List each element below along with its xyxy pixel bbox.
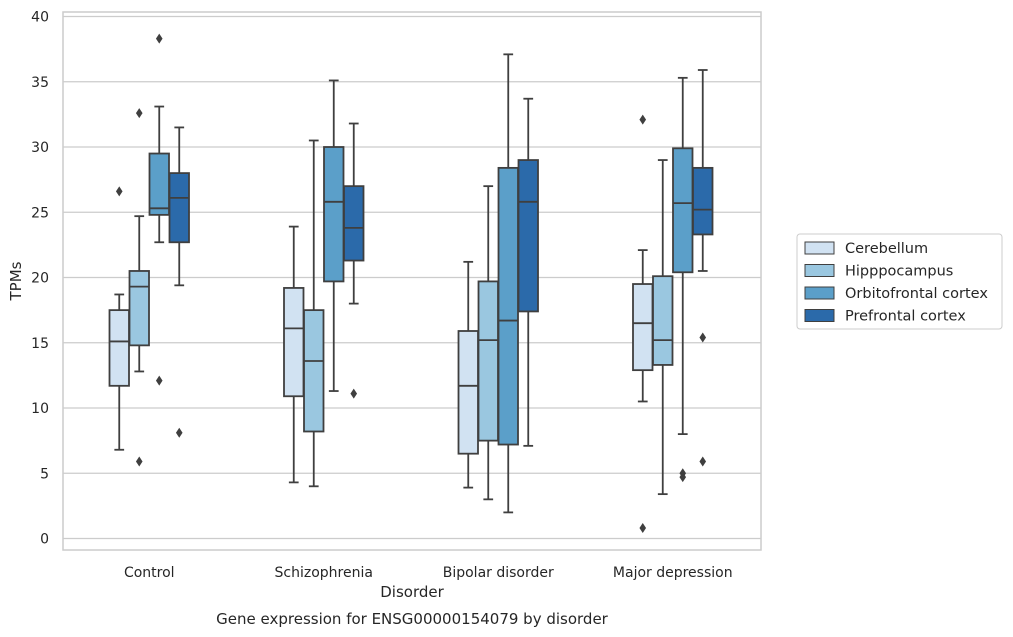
plot-area-frame <box>62 11 762 551</box>
outlier-point <box>175 427 183 438</box>
y-tick-label: 20 <box>31 271 49 287</box>
y-tick-label: 35 <box>31 75 49 91</box>
legend-label: Prefrontal cortex <box>845 309 966 325</box>
outlier-point <box>155 375 163 386</box>
outlier-point <box>699 332 707 343</box>
y-tick-label: 15 <box>31 336 49 352</box>
box-hipppocampus <box>477 185 499 501</box>
legend-swatch <box>804 264 835 277</box>
x-tick-labels: Control Schizophrenia Bipolar disorder Majo… <box>124 565 733 581</box>
box-prefrontal-cortex <box>168 126 190 438</box>
box-iqr <box>497 166 519 446</box>
outlier-point <box>639 114 647 125</box>
outlier-point <box>699 456 707 467</box>
y-tick-label: 10 <box>31 401 49 417</box>
outlier-point <box>135 456 143 467</box>
legend-label: Cerebellum <box>845 241 928 257</box>
box-iqr <box>692 166 714 236</box>
y-tick-label: 25 <box>31 205 49 221</box>
box-cerebellum <box>632 114 654 534</box>
box-orbitofrontal-cortex <box>148 33 170 386</box>
legend-swatch <box>804 286 835 300</box>
box-iqr <box>323 146 345 283</box>
legend: Cerebellum Hipppocampus Orbitofrontal cort… <box>796 233 1003 330</box>
box-orbitofrontal-cortex <box>497 53 519 514</box>
box-iqr <box>108 309 130 387</box>
box-iqr <box>168 172 190 244</box>
box-iqr <box>148 152 170 216</box>
y-tick-label: 5 <box>40 466 49 482</box>
outlier-point <box>115 186 123 197</box>
box-iqr <box>128 270 150 347</box>
box-hipppocampus <box>128 108 150 467</box>
box-iqr <box>517 159 539 313</box>
box-iqr <box>343 185 365 262</box>
legend-label: Hipppocampus <box>845 264 953 280</box>
box-iqr <box>632 283 654 372</box>
y-tick-label: 40 <box>31 10 49 26</box>
y-axis-label: TPMs <box>7 261 25 301</box>
box-iqr <box>477 280 499 442</box>
box-iqr <box>652 275 674 366</box>
outlier-point <box>679 472 687 483</box>
box-cerebellum <box>108 186 130 451</box>
outlier-point <box>639 523 647 534</box>
x-tick-label: Bipolar disorder <box>443 565 554 581</box>
box-orbitofrontal-cortex <box>672 76 694 483</box>
box-prefrontal-cortex <box>343 122 365 399</box>
y-tick-label: 0 <box>40 532 49 548</box>
boxes <box>108 33 714 534</box>
outlier-point <box>135 108 143 119</box>
chart-caption: Gene expression for ENSG00000154079 by d… <box>216 610 609 628</box>
x-axis-label: Disorder <box>380 583 444 601</box>
box-hipppocampus <box>652 159 674 496</box>
legend-frame <box>796 233 1003 330</box>
box-prefrontal-cortex <box>692 69 714 467</box>
y-tick-label: 30 <box>31 140 49 156</box>
y-tick-labels: 0 5 10 15 20 25 30 35 40 <box>31 10 49 548</box>
box-hipppocampus <box>303 139 325 488</box>
legend-label: Orbitofrontal cortex <box>845 286 988 302</box>
x-tick-label: Control <box>124 565 175 581</box>
box-iqr <box>672 147 694 274</box>
outlier-point <box>155 33 163 44</box>
x-tick-label: Major depression <box>613 565 733 581</box>
x-tick-label: Schizophrenia <box>275 565 373 581</box>
box-iqr <box>457 330 479 455</box>
outlier-point <box>350 388 358 399</box>
box-prefrontal-cortex <box>517 97 539 447</box>
box-iqr <box>303 309 325 433</box>
legend-swatch <box>804 241 835 255</box>
box-cerebellum <box>283 225 305 484</box>
box-cerebellum <box>457 260 479 489</box>
box-iqr <box>283 287 305 398</box>
legend-swatch <box>804 309 835 322</box>
box-orbitofrontal-cortex <box>323 79 345 392</box>
